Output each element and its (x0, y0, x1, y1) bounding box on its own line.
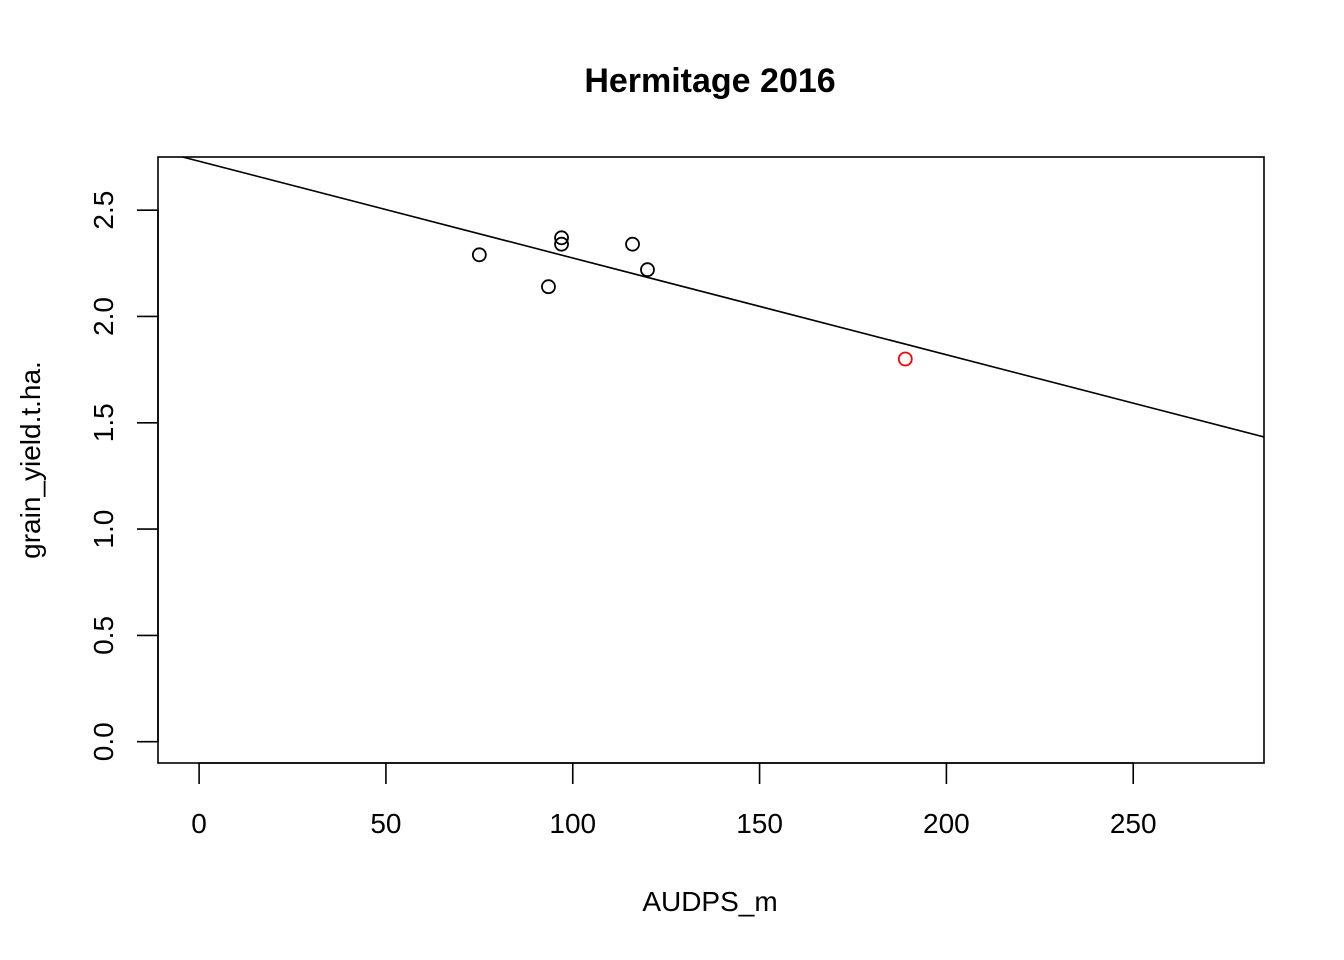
x-axis-label: AUDPS_m (642, 886, 777, 917)
x-axis: 0 50 100 150 200 250 (191, 762, 1157, 839)
data-point (897, 351, 913, 367)
y-tick-label: 2.5 (88, 191, 119, 230)
data-point (625, 236, 640, 252)
data-point (471, 247, 487, 263)
regression-line-layer (179, 157, 1264, 438)
chart-title: Hermitage 2016 (584, 62, 835, 100)
points-layer (471, 230, 913, 367)
x-tick-label: 200 (923, 808, 970, 839)
x-tick-label: 50 (370, 808, 401, 839)
x-tick-label: 250 (1110, 808, 1157, 839)
x-tick-label: 0 (191, 808, 207, 839)
y-tick-label: 1.0 (88, 510, 119, 549)
data-point (640, 262, 655, 278)
y-tick-label: 1.5 (88, 403, 119, 442)
y-axis-label: grain_yield.t.ha. (15, 361, 46, 559)
plot-frame (157, 156, 1265, 764)
y-tick-label: 2.0 (88, 297, 119, 336)
y-tick-label: 0.0 (88, 722, 119, 761)
data-point (541, 279, 556, 295)
regression-line (179, 157, 1264, 438)
y-axis: 0.0 0.5 1.0 1.5 2.0 2.5 (88, 191, 159, 761)
x-tick-label: 100 (549, 808, 596, 839)
y-tick-label: 0.5 (88, 616, 119, 655)
x-tick-label: 150 (736, 808, 783, 839)
data-point (554, 230, 569, 246)
data-point (554, 236, 569, 252)
